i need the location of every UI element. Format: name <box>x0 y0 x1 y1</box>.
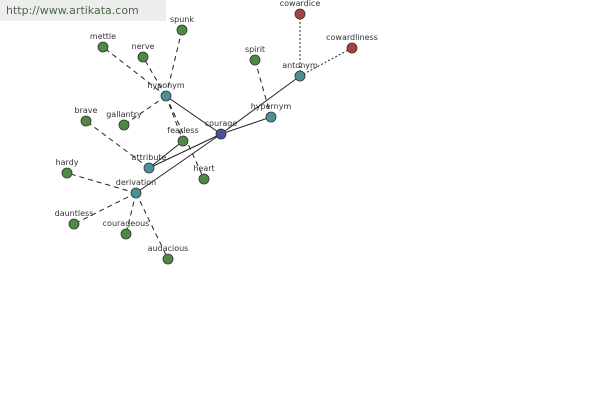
edge <box>148 133 222 169</box>
node-label: courage <box>205 119 238 128</box>
node-label: attribute <box>132 153 167 162</box>
node-label: audacious <box>148 244 189 253</box>
node-label: hypernym <box>251 102 292 111</box>
node-label: spirit <box>245 45 265 54</box>
node-label: courageous <box>103 219 150 228</box>
node <box>162 253 174 265</box>
node <box>120 228 132 240</box>
node <box>249 54 261 66</box>
node <box>130 187 142 199</box>
node-label: cowardliness <box>326 33 378 42</box>
edge <box>148 140 184 169</box>
edge <box>73 192 137 225</box>
node-label: brave <box>75 106 98 115</box>
edge <box>125 192 137 235</box>
node <box>177 135 189 147</box>
edge <box>165 29 183 97</box>
node <box>61 167 73 179</box>
node-label: heart <box>193 164 214 173</box>
node-label: nerve <box>132 42 155 51</box>
edge <box>135 192 169 260</box>
node <box>80 115 92 127</box>
edge <box>299 47 353 77</box>
node-label: antonym <box>282 61 318 70</box>
edge <box>220 116 272 135</box>
node-label: hardy <box>56 158 79 167</box>
node-label: gallantry <box>106 110 142 119</box>
node <box>294 70 306 82</box>
edge <box>142 56 167 97</box>
node <box>118 119 130 131</box>
node <box>215 128 227 140</box>
node <box>160 90 172 102</box>
node <box>176 24 188 36</box>
node <box>346 42 358 54</box>
watermark: http://www.artikata.com <box>0 0 166 21</box>
edge <box>102 46 167 97</box>
node <box>97 41 109 53</box>
node-label: fearless <box>167 126 198 135</box>
edge <box>165 95 184 142</box>
edge <box>66 172 137 194</box>
node-label: derivation <box>116 178 156 187</box>
edge <box>220 75 301 135</box>
node-label: dauntless <box>55 209 94 218</box>
node <box>265 111 277 123</box>
node <box>143 162 155 174</box>
edge <box>135 133 222 194</box>
node <box>198 173 210 185</box>
node <box>68 218 80 230</box>
node-label: spunk <box>170 15 194 24</box>
node <box>294 8 306 20</box>
node-label: hyponym <box>147 81 185 90</box>
node <box>137 51 149 63</box>
node-label: cowardice <box>280 0 321 8</box>
edge <box>85 120 150 169</box>
edge <box>165 95 222 135</box>
edge <box>254 59 272 118</box>
node-label: mettle <box>90 32 116 41</box>
